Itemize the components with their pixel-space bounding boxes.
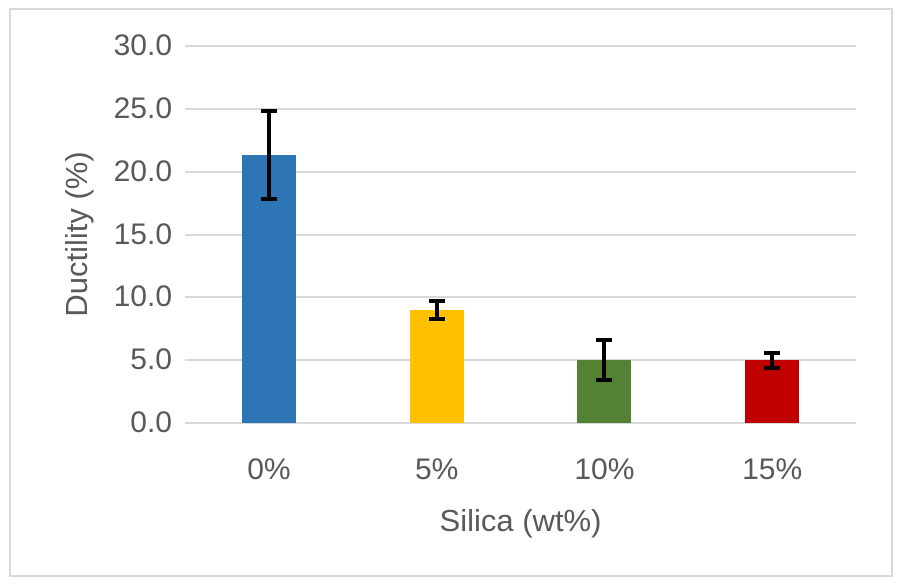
bar-5% xyxy=(409,309,464,423)
y-tick-label: 30.0 xyxy=(113,29,172,62)
error-bar-cap xyxy=(260,109,277,114)
y-tick-label: 0.0 xyxy=(130,406,172,439)
y-tick-label: 15.0 xyxy=(113,217,172,251)
x-axis-line xyxy=(185,422,856,424)
x-tick-label: 10% xyxy=(574,453,635,486)
error-bar-line xyxy=(266,111,271,200)
error-bar-cap xyxy=(764,350,781,355)
error-bar-line xyxy=(602,340,607,381)
chart-frame xyxy=(9,8,893,577)
gridline xyxy=(185,45,856,47)
y-tick-label: 20.0 xyxy=(113,154,172,188)
gridline xyxy=(185,296,856,299)
error-bar-line xyxy=(434,301,439,319)
x-tick-label: 5% xyxy=(414,453,459,486)
error-bar-line xyxy=(770,352,775,368)
x-axis-title: Silica (wt%) xyxy=(439,503,602,538)
error-bar-cap xyxy=(260,197,277,202)
gridline xyxy=(185,233,856,236)
gridline xyxy=(185,359,856,362)
gridline xyxy=(185,107,856,110)
error-bar-cap xyxy=(428,299,445,304)
x-tick-label: 0% xyxy=(247,453,291,486)
y-tick-label: 5.0 xyxy=(130,343,172,377)
error-bar-cap xyxy=(596,338,613,343)
bar-15% xyxy=(745,360,800,423)
y-axis-title: Ductility (%) xyxy=(59,151,94,317)
error-bar-cap xyxy=(428,316,445,321)
error-bar-cap xyxy=(596,378,613,383)
error-bar-cap xyxy=(764,365,781,370)
y-tick-label: 10.0 xyxy=(113,280,172,314)
gridline xyxy=(185,170,856,173)
y-tick-label: 25.0 xyxy=(113,91,172,125)
x-tick-label: 15% xyxy=(742,453,803,486)
